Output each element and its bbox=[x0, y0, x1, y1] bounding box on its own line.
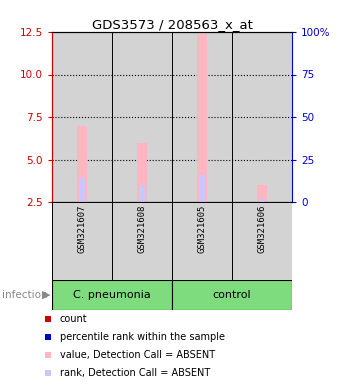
Text: GSM321607: GSM321607 bbox=[78, 205, 86, 253]
Text: control: control bbox=[213, 290, 251, 300]
Bar bbox=[112, 202, 172, 280]
Bar bbox=[45, 353, 51, 358]
Bar bbox=[139, 185, 145, 202]
Title: GDS3573 / 208563_x_at: GDS3573 / 208563_x_at bbox=[91, 18, 252, 31]
Bar bbox=[172, 202, 232, 280]
Bar bbox=[52, 280, 172, 310]
Text: value, Detection Call = ABSENT: value, Detection Call = ABSENT bbox=[59, 350, 215, 360]
Bar bbox=[232, 202, 292, 280]
Bar bbox=[45, 316, 51, 321]
Text: GSM321606: GSM321606 bbox=[257, 205, 267, 253]
Text: GSM321608: GSM321608 bbox=[137, 205, 147, 253]
Bar bbox=[259, 199, 265, 202]
Text: infection: infection bbox=[2, 290, 48, 300]
Bar bbox=[172, 280, 292, 310]
Bar bbox=[137, 142, 148, 202]
Bar bbox=[199, 175, 205, 202]
Bar bbox=[45, 334, 51, 339]
Text: count: count bbox=[59, 314, 87, 324]
Bar bbox=[76, 126, 87, 202]
Text: GSM321605: GSM321605 bbox=[198, 205, 206, 253]
Text: rank, Detection Call = ABSENT: rank, Detection Call = ABSENT bbox=[59, 368, 210, 378]
Bar bbox=[52, 202, 112, 280]
Text: ▶: ▶ bbox=[42, 290, 51, 300]
Text: percentile rank within the sample: percentile rank within the sample bbox=[59, 332, 224, 342]
Bar bbox=[45, 371, 51, 376]
Bar bbox=[79, 178, 85, 202]
Bar bbox=[197, 34, 207, 202]
Bar bbox=[257, 185, 267, 202]
Text: C. pneumonia: C. pneumonia bbox=[73, 290, 151, 300]
